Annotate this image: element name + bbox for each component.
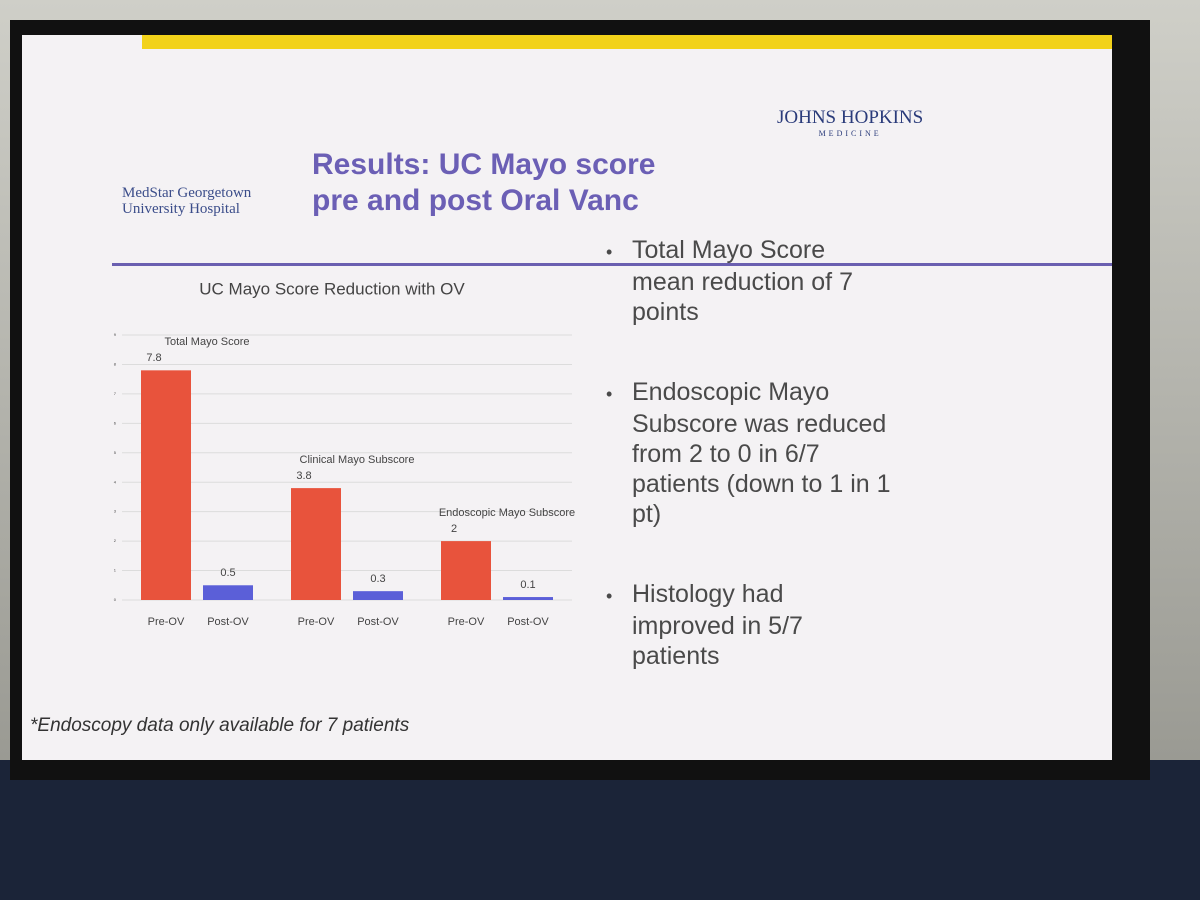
title-line: Results: UC Mayo score [312,148,656,181]
y-tick-label: 1 [114,568,117,573]
yellow-bar [142,35,1112,49]
value-label: 0.1 [520,579,535,591]
bar [353,591,403,600]
category-label: Total Mayo Score [165,336,250,348]
bar [441,541,491,600]
chart: UC Mayo Score Reduction with OV 0 1 2 3 4 5 6 7… [114,279,575,628]
logo-text: University Hospital [122,201,240,217]
bullet: Histology had improved in 5/7 patients [632,579,892,671]
bar [291,488,341,600]
logo-text: JOHNS HOPKINS [777,107,924,128]
x-tick-label: Post-OV [207,616,249,628]
y-tick-label: 8 [114,362,117,367]
bar [203,585,253,600]
category-label: Clinical Mayo Subscore [300,454,415,466]
logo-text: MedStar Georgetown [122,185,252,201]
value-label: 0.3 [370,573,385,585]
footnote: *Endoscopy data only available for 7 pat… [30,715,410,736]
y-tick-label: 5 [114,450,117,455]
bullet: Endoscopic Mayo Subscore was reduced fro… [632,377,892,529]
bar [503,597,553,600]
value-label: 3.8 [296,470,311,482]
x-tick-label: Post-OV [357,616,399,628]
y-tick-label: 0 [114,597,117,602]
y-tick-label: 3 [114,509,117,514]
bullet-list: Total Mayo Score mean reduction of 7 poi… [602,235,892,721]
medstar-logo: MedStar Georgetown University Hospital [122,185,251,217]
y-tick-label: 9 [114,332,117,337]
curtain [0,760,1200,900]
x-tick-label: Pre-OV [148,616,185,628]
logo-text: MEDICINE [818,129,882,138]
x-tick-label: Post-OV [507,616,549,628]
slide-title: Results: UC Mayo score pre and post Oral… [312,147,655,219]
jhm-logo: JOHNS HOPKINS MEDICINE [777,107,923,138]
y-tick-label: 2 [114,538,117,543]
bullet: Total Mayo Score mean reduction of 7 poi… [632,235,892,327]
value-label: 0.5 [220,567,235,579]
y-tick-label: 6 [114,420,117,425]
chart-title: UC Mayo Score Reduction with OV [199,279,465,298]
slide: MedStar Georgetown University Hospital J… [22,35,1112,760]
x-tick-label: Pre-OV [448,616,485,628]
x-tick-label: Pre-OV [298,616,335,628]
title-line: pre and post Oral Vanc [312,184,639,217]
y-tick-label: 4 [114,479,117,484]
y-tick-label: 7 [114,391,117,396]
bar [141,370,191,600]
value-label: 2 [451,523,457,535]
value-label: 7.8 [146,352,161,364]
category-label: Endoscopic Mayo Subscore [439,507,575,519]
